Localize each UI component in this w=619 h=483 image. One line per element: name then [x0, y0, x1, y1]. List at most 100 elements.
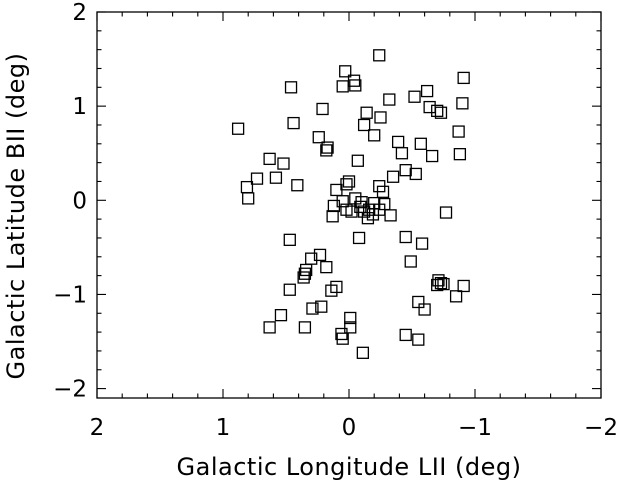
data-point: [457, 279, 470, 293]
y-axis-label: Galactic Latitude BII (deg): [2, 53, 30, 380]
data-point: [283, 283, 296, 296]
data-point: [349, 79, 362, 92]
y-tick-label: −1: [53, 282, 87, 308]
data-point: [339, 65, 352, 78]
data-point: [277, 157, 290, 170]
data-point: [351, 154, 364, 167]
data-point: [326, 210, 339, 223]
data-point: [336, 332, 349, 345]
data-point: [384, 209, 397, 222]
data-point: [439, 206, 453, 219]
data-point: [415, 237, 429, 250]
data-point: [274, 309, 288, 322]
data-point: [412, 333, 425, 346]
data-point: [376, 185, 390, 198]
data-point: [423, 100, 436, 114]
data-point: [263, 321, 276, 334]
x-tick-label: 0: [342, 415, 357, 441]
data-point: [298, 321, 312, 334]
data-point: [420, 84, 434, 98]
data-point: [452, 125, 465, 138]
data-point: [283, 233, 296, 246]
data-point: [269, 171, 283, 184]
data-point: [250, 172, 264, 185]
data-point: [414, 137, 427, 150]
data-point: [357, 118, 371, 132]
data-point: [383, 93, 396, 106]
data-point: [315, 300, 328, 313]
data-point: [356, 346, 370, 359]
data-point: [404, 255, 417, 268]
y-tick-label: 1: [72, 94, 87, 120]
data-point: [342, 175, 356, 188]
data-point: [325, 284, 338, 297]
y-tick-label: −2: [53, 377, 87, 403]
data-point: [457, 71, 470, 85]
data-point: [344, 311, 357, 325]
data-point: [408, 90, 421, 103]
data-point: [287, 116, 300, 130]
data-point: [418, 303, 431, 316]
data-point: [431, 278, 444, 292]
data-point: [357, 205, 371, 218]
data-point: [240, 180, 254, 194]
data-point: [306, 302, 319, 315]
y-tick-label: 0: [72, 188, 87, 214]
data-point: [456, 97, 469, 110]
data-point: [399, 328, 412, 342]
data-point: [368, 129, 381, 142]
data-point: [399, 230, 412, 244]
data-point: [320, 144, 333, 157]
data-point: [434, 106, 448, 119]
data-point: [316, 102, 329, 116]
data-point: [360, 106, 373, 119]
data-point: [431, 104, 444, 118]
data-point: [284, 81, 298, 94]
data-point: [336, 80, 349, 93]
data-point: [330, 183, 343, 197]
data-point: [437, 277, 450, 291]
data-point: [434, 276, 448, 290]
data-point: [242, 192, 255, 205]
data-point: [399, 164, 412, 177]
data-point: [298, 267, 312, 280]
data-point: [395, 147, 409, 160]
plot-frame: [96, 11, 602, 399]
data-point: [340, 203, 353, 216]
data-point: [355, 196, 368, 209]
data-point: [391, 135, 405, 149]
data-point: [291, 179, 304, 192]
data-point: [231, 122, 245, 135]
x-tick-label: 2: [90, 415, 105, 441]
data-points: [231, 49, 470, 359]
data-point: [263, 152, 276, 166]
data-point: [352, 231, 366, 245]
x-tick-label: −2: [584, 415, 618, 441]
data-point: [300, 263, 313, 277]
data-point: [340, 178, 353, 191]
data-point: [335, 327, 348, 341]
data-point: [313, 248, 327, 262]
data-point: [412, 295, 425, 309]
x-tick-label: −1: [458, 415, 492, 441]
data-point: [449, 290, 463, 303]
axis-ticks: [96, 11, 602, 398]
data-point: [354, 200, 367, 214]
data-point: [409, 167, 422, 181]
x-axis-label: Galactic Longitude LII (deg): [177, 453, 522, 481]
data-point: [344, 321, 357, 334]
data-point: [373, 49, 386, 62]
data-point: [321, 141, 334, 154]
data-point: [386, 170, 400, 183]
x-tick-label: 1: [216, 415, 231, 441]
data-point: [312, 131, 325, 144]
data-point: [297, 271, 310, 284]
y-tick-label: 2: [72, 0, 87, 26]
data-point: [320, 260, 333, 274]
data-point: [374, 111, 387, 124]
data-point: [336, 195, 349, 208]
data-point: [426, 149, 439, 163]
data-point: [361, 212, 375, 225]
